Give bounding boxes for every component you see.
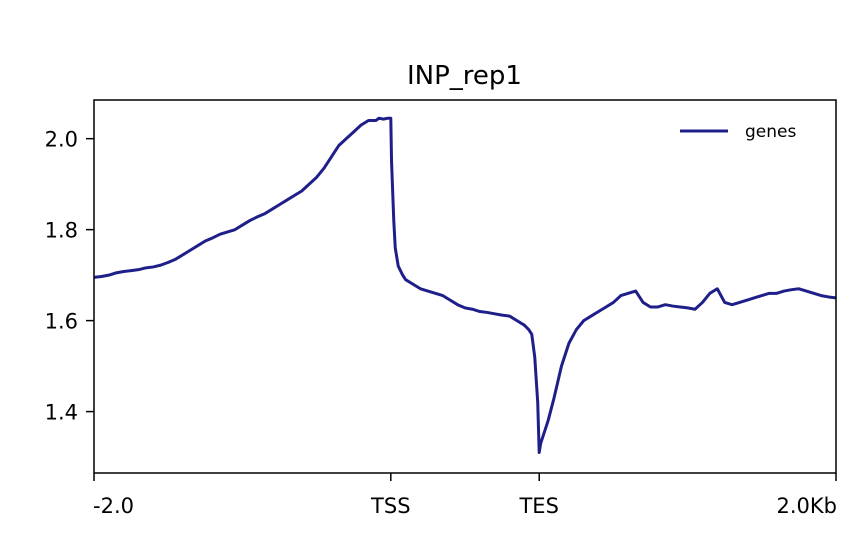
y-tick-label: 1.6 — [45, 310, 78, 334]
y-tick-label: 1.8 — [45, 219, 78, 243]
series-line-genes — [93, 116, 837, 455]
legend: genes — [680, 122, 796, 142]
chart-title: INP_rep1 — [407, 61, 522, 91]
legend-label-genes: genes — [745, 122, 796, 142]
plot-frame — [93, 99, 837, 474]
y-axis: 1.4 1.6 1.8 2.0 — [45, 128, 94, 425]
y-tick-label: 2.0 — [45, 128, 78, 152]
x-tick-label: TES — [518, 494, 558, 518]
y-tick-label: 1.4 — [45, 401, 78, 425]
x-axis: -2.0 TSS TES 2.0Kb — [93, 473, 837, 518]
x-tick-label: -2.0 — [93, 494, 134, 518]
x-tick-label: TSS — [370, 494, 411, 518]
x-tick-label: 2.0Kb — [777, 494, 838, 518]
plot-area — [93, 116, 837, 455]
